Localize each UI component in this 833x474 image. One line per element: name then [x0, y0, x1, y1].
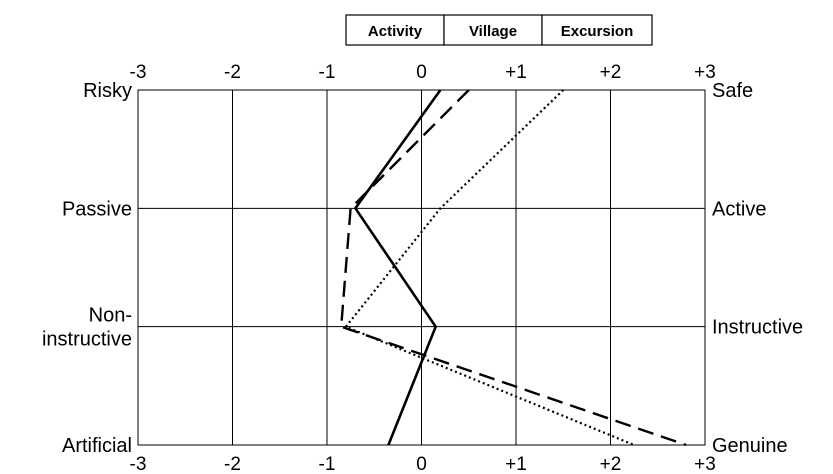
- left-pole-label: Risky: [83, 80, 132, 102]
- left-pole-label: Non-instructive: [42, 305, 132, 351]
- top-tick-label: +3: [694, 62, 716, 83]
- bottom-tick-label: +3: [694, 454, 716, 474]
- right-pole-label: Instructive: [712, 317, 803, 339]
- bottom-tick-label: -2: [224, 454, 241, 474]
- top-tick-label: +2: [600, 62, 622, 83]
- plot-grid: [137, 89, 706, 446]
- legend-box: [443, 14, 543, 46]
- legend: Activity Village Excursion: [345, 14, 653, 46]
- top-tick-label: -1: [319, 62, 336, 83]
- legend-box: [541, 14, 653, 46]
- legend-entry-village: Village: [469, 23, 517, 40]
- bottom-tick-label: -3: [130, 454, 147, 474]
- legend-entry-excursion: Excursion: [561, 23, 634, 40]
- bottom-tick-label: +2: [600, 454, 622, 474]
- bottom-tick-label: +1: [505, 454, 527, 474]
- left-pole-label: Artificial: [62, 435, 132, 457]
- top-tick-label: 0: [416, 62, 427, 83]
- top-tick-label: +1: [505, 62, 527, 83]
- left-pole-labels: Risky Passive Non-instructive Artificial: [42, 80, 132, 457]
- right-pole-labels: Safe Active Instructive Genuine: [712, 80, 803, 457]
- top-tick-label: -2: [224, 62, 241, 83]
- left-pole-label: Passive: [62, 198, 132, 220]
- series-line-activity: [354, 89, 442, 446]
- right-pole-label: Safe: [712, 80, 753, 102]
- legend-entry-activity: Activity: [368, 23, 423, 40]
- top-tick-label: -3: [130, 62, 147, 83]
- bottom-tick-label: -1: [319, 454, 336, 474]
- series-line-village: [340, 89, 687, 447]
- left-pole-label-line: Non-: [89, 305, 132, 327]
- right-pole-label: Genuine: [712, 435, 788, 457]
- bottom-tick-label: 0: [416, 454, 427, 474]
- series-lines: [340, 89, 687, 447]
- left-pole-label-line: instructive: [42, 329, 132, 351]
- legend-box: [345, 14, 445, 46]
- top-axis-ticks: -3 -2 -1 0 +1 +2 +3: [130, 62, 716, 83]
- bottom-axis-ticks: -3 -2 -1 0 +1 +2 +3: [130, 454, 716, 474]
- series-line-excursion: [344, 89, 635, 447]
- right-pole-label: Active: [712, 198, 766, 220]
